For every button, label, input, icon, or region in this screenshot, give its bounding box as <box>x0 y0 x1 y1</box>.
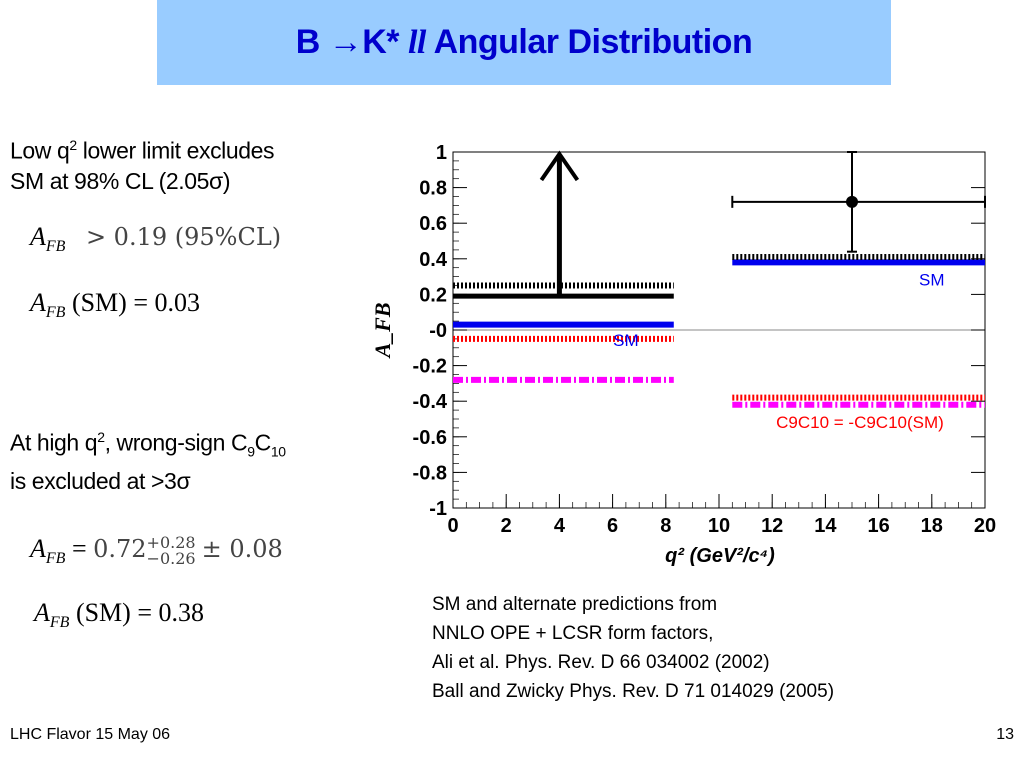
text-run: C <box>254 429 272 456</box>
eq-subscript: FB <box>49 614 70 632</box>
y-tick-label: 1 <box>436 142 447 164</box>
text-run: , wrong-sign C <box>104 429 248 456</box>
x-tick-label: 0 <box>447 515 458 537</box>
title-suffix: Angular Distribution <box>425 23 753 61</box>
x-tick-label: 10 <box>708 515 730 537</box>
y-tick-label: -0.4 <box>413 391 448 413</box>
eq-plus-error: +0.28 <box>146 533 196 553</box>
text-sub: 10 <box>270 443 286 460</box>
eq-rhs: (SM) = 0.38 <box>75 598 204 627</box>
text-run: At high q <box>10 429 98 456</box>
y-tick-label: -1 <box>429 498 447 520</box>
text-run: Low q <box>10 137 70 164</box>
x-tick-label: 14 <box>814 515 837 537</box>
eq-subscript: FB <box>45 304 66 322</box>
reference-line: SM and alternate predictions from <box>432 594 718 615</box>
eq-equals: = <box>71 534 87 563</box>
x-tick-label: 16 <box>867 515 889 537</box>
eq-symbol: A <box>34 598 50 627</box>
y-tick-label: 0.8 <box>419 178 447 200</box>
reference-line: NNLO OPE + LCSR form factors, <box>432 623 714 644</box>
chart-annotation: SM <box>613 331 639 350</box>
text-run: lower limit excludes <box>76 137 275 164</box>
reference-line: Ball and Zwicky Phys. Rev. D 71 014029 (… <box>432 681 835 702</box>
x-tick-label: 20 <box>974 515 996 537</box>
eq-asym-error: +0.28 −0.26 <box>147 535 196 567</box>
y-tick-label: -0.6 <box>413 427 447 449</box>
text-sup: 2 <box>69 137 77 153</box>
eq-subscript: FB <box>45 238 66 256</box>
reference-line: Ali et al. Phys. Rev. D 66 034002 (2002) <box>432 652 770 673</box>
x-tick-label: 18 <box>921 515 943 537</box>
eq-subscript: FB <box>45 550 66 568</box>
x-tick-label: 12 <box>761 515 783 537</box>
x-tick-label: 4 <box>554 515 566 537</box>
y-tick-label: 0.2 <box>419 284 447 306</box>
y-tick-label: 0.4 <box>419 249 448 271</box>
equation-afb-measured: AFB = 0.72 +0.28 −0.26 ± 0.08 <box>30 534 283 568</box>
limit-arrow-head <box>539 150 580 182</box>
footer-event: LHC Flavor 15 May 06 <box>10 726 171 743</box>
high-q2-text: At high q2, wrong-sign C9C10 is excluded… <box>10 422 286 496</box>
chart-annotation: SM <box>919 271 945 290</box>
page-number: 13 <box>996 726 1014 743</box>
eq-minus-error: −0.26 <box>146 549 196 569</box>
title-ll: ll <box>407 24 426 61</box>
y-axis-title: A_FB <box>370 302 395 359</box>
chart-annotation: C9C10 = -C9C10(SM) <box>776 413 944 432</box>
slide-title: B →K* ll Angular Distribution <box>295 23 753 62</box>
eq-central-value: 0.72 <box>93 535 147 563</box>
title-banner: B →K* ll Angular Distribution <box>157 0 891 85</box>
text-sup: 2 <box>97 429 105 445</box>
x-tick-label: 2 <box>501 515 512 537</box>
high-q2-line1: At high q2, wrong-sign C9C10 <box>10 422 286 466</box>
x-tick-label: 8 <box>660 515 671 537</box>
x-axis-title: q² (GeV²/c⁴) <box>665 545 775 567</box>
y-tick-label: 0.6 <box>419 213 447 235</box>
x-tick-label: 6 <box>607 515 618 537</box>
equation-afb-sm-high: AFB (SM) = 0.38 <box>34 598 204 632</box>
y-tick-label: -0 <box>429 320 447 342</box>
eq-sys-error: ± 0.08 <box>201 535 283 563</box>
data-point <box>846 195 858 208</box>
equation-afb-sm-low: AFB (SM) = 0.03 <box>30 288 200 322</box>
eq-rhs: (SM) = 0.03 <box>71 288 200 317</box>
low-q2-line2: SM at 98% CL (2.05σ) <box>10 167 231 194</box>
high-q2-line2: is excluded at >3σ <box>10 468 191 495</box>
eq-symbol: A <box>30 534 46 563</box>
equation-afb-limit: AFB > 0.19 (95%CL) <box>30 222 281 256</box>
y-tick-label: -0.2 <box>413 356 447 378</box>
low-q2-line1: Low q2 lower limit excludes <box>10 130 275 166</box>
y-tick-label: -0.8 <box>413 462 447 484</box>
eq-symbol: A <box>30 222 46 251</box>
references: SM and alternate predictions from NNLO O… <box>432 590 834 706</box>
eq-symbol: A <box>30 288 46 317</box>
text-sub: 9 <box>247 443 255 460</box>
eq-rhs: > 0.19 (95%CL) <box>85 223 282 251</box>
low-q2-text: Low q2 lower limit excludes SM at 98% CL… <box>10 130 275 196</box>
title-prefix: B →K* <box>295 23 408 61</box>
